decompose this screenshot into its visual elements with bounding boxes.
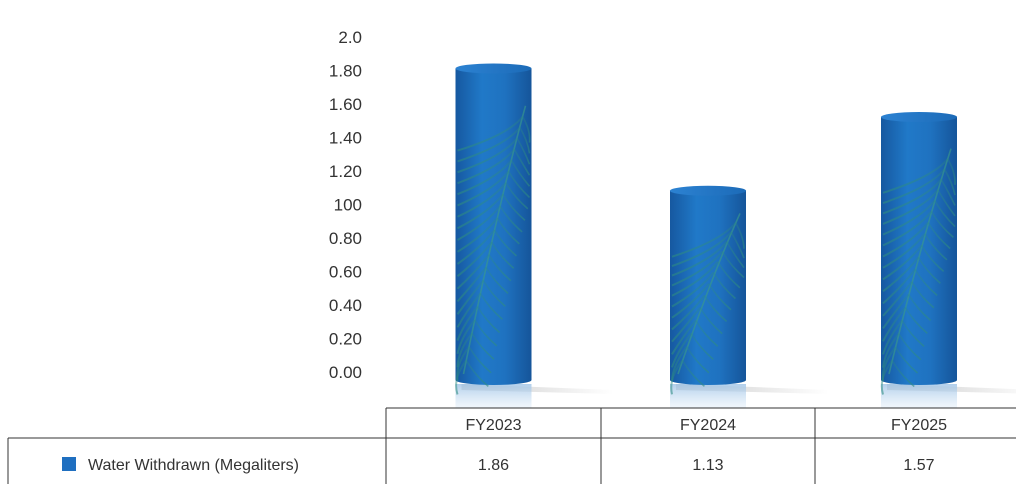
- data-value-label: 1.13: [692, 457, 723, 474]
- y-tick-label: 0.20: [329, 330, 362, 349]
- y-tick-label: 1.60: [329, 95, 362, 114]
- y-tick-label: 1.40: [329, 129, 362, 148]
- data-value-label: 1.57: [903, 457, 934, 474]
- bar-body: [455, 68, 532, 385]
- bars: [455, 63, 1016, 408]
- leaf-pattern: [455, 105, 531, 395]
- y-tick-label: 1.80: [329, 62, 362, 81]
- y-tick-label: 0.80: [329, 229, 362, 248]
- leaf-pattern: [880, 148, 956, 395]
- y-tick-label: 0.60: [329, 263, 362, 282]
- y-tick-label: 0.40: [329, 296, 362, 315]
- legend-label: Water Withdrawn (Megaliters): [88, 457, 299, 474]
- y-tick-label: 2.0: [338, 28, 362, 47]
- y-tick-label: 1.20: [329, 162, 362, 181]
- bar-cap: [670, 185, 746, 196]
- y-axis: 0.00 0.20 0.40 0.60 0.80 100 1.20 1.40 1.60 1.80 2…: [329, 28, 362, 382]
- bar-reflection: [670, 384, 746, 408]
- bar-fy2024: [670, 185, 828, 408]
- legend-swatch: [62, 457, 76, 471]
- data-table: Water Withdrawn (Megaliters) FY2023 1.86 F…: [7, 407, 1016, 484]
- bar-cap: [455, 63, 532, 74]
- data-value-label: 1.86: [478, 457, 509, 474]
- x-category-label: FY2025: [891, 417, 947, 434]
- y-tick-label: 0.00: [329, 363, 362, 382]
- bar-fy2023: [455, 63, 614, 408]
- bar-fy2025: [880, 112, 1016, 408]
- x-category-label: FY2023: [465, 417, 521, 434]
- leaf-pattern: [670, 213, 745, 395]
- bar-reflection: [455, 384, 532, 408]
- bar-cap: [881, 112, 957, 123]
- y-tick-label: 100: [334, 196, 362, 215]
- bar-reflection: [881, 384, 957, 408]
- x-category-label: FY2024: [680, 417, 736, 434]
